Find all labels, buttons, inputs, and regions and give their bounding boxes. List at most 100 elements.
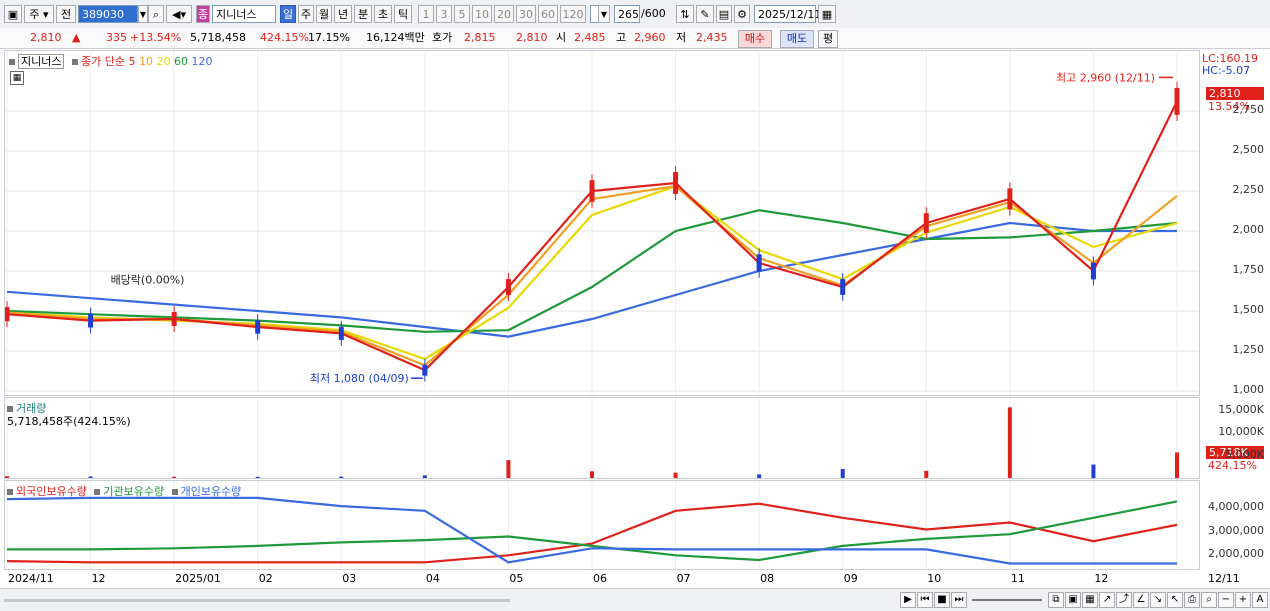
volume-bar <box>1091 464 1096 478</box>
quote-label: 호가 <box>432 31 453 44</box>
candle-body <box>589 180 595 202</box>
draw-tool-icon[interactable]: ✎ <box>696 5 714 23</box>
market-select[interactable]: 주 ▾ <box>24 5 54 23</box>
dividend-annotation: 배당락(0.00%) <box>111 273 185 286</box>
period-second[interactable]: 초 <box>374 5 392 23</box>
period-week[interactable]: 주 <box>298 5 314 23</box>
legend-ma-title[interactable]: 종가 단순 <box>80 55 125 68</box>
x-tick-label: 08 <box>760 572 775 585</box>
legend-ma-120[interactable]: 120 <box>191 55 213 68</box>
legend-ma-5[interactable]: 5 <box>128 55 136 68</box>
scroll-right-icon[interactable]: ▶ <box>900 592 916 608</box>
interval-dropdown-icon[interactable]: ▼ <box>598 5 610 23</box>
zoom-out-icon[interactable]: − <box>1218 592 1234 608</box>
fast-forward-icon[interactable]: ⏭ <box>951 592 967 608</box>
legend-stock-name[interactable]: 지니너스 <box>18 54 65 69</box>
legend-ma-20[interactable]: 20 <box>156 55 171 68</box>
period-year[interactable]: 년 <box>334 5 352 23</box>
candle-body <box>255 320 261 334</box>
price-y-tick-label: 2,500 <box>1232 143 1265 156</box>
compare-icon[interactable]: ⧉ <box>1048 592 1064 608</box>
volume-bar <box>1007 407 1012 478</box>
legend-ma-10[interactable]: 10 <box>138 55 153 68</box>
x-tick-label: 05 <box>509 572 524 585</box>
screen-icon[interactable]: ▣ <box>1065 592 1081 608</box>
print-icon[interactable]: ⎙ <box>1184 592 1200 608</box>
cursor-icon[interactable]: ↖ <box>1167 592 1183 608</box>
period-minute[interactable]: 분 <box>354 5 372 23</box>
holdings-line <box>7 500 1178 562</box>
indicator-icon[interactable]: ⇅ <box>676 5 694 23</box>
search-icon[interactable]: ⌕ <box>148 5 164 23</box>
interval-1[interactable]: 1 <box>418 5 434 23</box>
settings-icon[interactable]: ⚙ <box>734 5 750 23</box>
save-icon[interactable]: ▤ <box>716 5 732 23</box>
zoom-in-icon[interactable]: + <box>1235 592 1251 608</box>
period-month[interactable]: 월 <box>316 5 332 23</box>
interval-120[interactable]: 120 <box>560 5 586 23</box>
horizontal-scrollbar[interactable] <box>4 599 510 602</box>
count-input[interactable]: 265 <box>614 5 640 23</box>
volume-bar <box>255 476 260 478</box>
volume-chart-svg <box>5 398 1179 478</box>
rewind-icon[interactable]: ⏮ <box>917 592 933 608</box>
interval-3[interactable]: 3 <box>436 5 452 23</box>
price-y-tick-label: 1,500 <box>1232 303 1265 316</box>
interval-60[interactable]: 60 <box>538 5 558 23</box>
volume-bar <box>924 470 929 478</box>
price-y-tick-label: 1,750 <box>1232 263 1265 276</box>
interval-5[interactable]: 5 <box>454 5 470 23</box>
average-button[interactable]: 평 <box>818 30 838 48</box>
volume-title-text[interactable]: 거래량 <box>16 402 47 415</box>
price-y-tick-label: 2,250 <box>1232 183 1265 196</box>
current-price: 2,810 <box>30 31 62 44</box>
grid-icon[interactable]: ▦ <box>1082 592 1098 608</box>
volume-bar <box>339 476 344 478</box>
volume-value: 5,718,458 <box>190 31 246 44</box>
arrow-tool-icon[interactable]: ↘ <box>1150 592 1166 608</box>
price-summary-bar: 2,810 ▲ 335 +13.54% 5,718,458 424.15% 17… <box>0 28 1270 49</box>
period-tick[interactable]: 틱 <box>394 5 412 23</box>
stock-name-field[interactable]: 지니너스 <box>212 5 276 23</box>
date-input[interactable]: 2025/12/11 <box>754 5 821 23</box>
sell-button[interactable]: 매도 <box>780 30 814 48</box>
prev-button[interactable]: 전 <box>56 5 76 23</box>
price-legend: 지니너스 종가 단순 5 10 20 60 120 <box>9 53 212 69</box>
candle-body <box>88 313 94 328</box>
volume-ratio: 424.15% <box>260 31 309 44</box>
legend-marker <box>7 489 13 495</box>
code-input[interactable]: 389030 <box>78 5 138 23</box>
table-icon[interactable]: ▦ <box>10 71 24 85</box>
trend-icon[interactable]: ⤴ <box>1116 592 1132 608</box>
legend-institution[interactable]: 기관보유수량 <box>103 485 165 498</box>
code-dropdown-icon[interactable]: ▼ <box>138 5 148 23</box>
calendar-icon[interactable]: ▦ <box>818 5 836 23</box>
zoom-slider[interactable] <box>972 599 1042 601</box>
legend-marker <box>71 59 78 65</box>
stop-icon[interactable]: ■ <box>934 592 950 608</box>
x-tick-label: 06 <box>593 572 607 585</box>
legend-ma-60[interactable]: 60 <box>173 55 188 68</box>
interval-20[interactable]: 20 <box>494 5 514 23</box>
bid-price: 2,810 <box>516 31 548 44</box>
interval-30[interactable]: 30 <box>516 5 536 23</box>
zoom-icon[interactable]: ⌕ <box>1201 592 1217 608</box>
low-annotation: 최저 1,080 (04/09) <box>310 372 409 385</box>
period-day[interactable]: 일 <box>280 5 296 23</box>
line-tool-icon[interactable]: ↗ <box>1099 592 1115 608</box>
high-price: 2,960 <box>634 31 666 44</box>
angle-icon[interactable]: ∠ <box>1133 592 1149 608</box>
legend-foreign[interactable]: 외국인보유수량 <box>16 485 87 498</box>
candle-body <box>171 312 177 326</box>
candle-body <box>840 279 846 295</box>
holdings-y-tick-label: 4,000,000 <box>1208 500 1264 514</box>
price-chart-svg: 최고 2,960 (12/11) 최저 1,080 (04/09) 배당락(0.00… <box>5 51 1199 395</box>
font-size-icon[interactable]: A <box>1252 592 1268 608</box>
layout-icon[interactable]: ▣ <box>4 5 22 23</box>
interval-10[interactable]: 10 <box>472 5 492 23</box>
speaker-icon[interactable]: ◀▾ <box>166 5 192 23</box>
buy-button[interactable]: 매수 <box>738 30 772 48</box>
legend-individual[interactable]: 개인보유수량 <box>180 485 242 498</box>
x-axis: 2024/11 12 2025/01 02 03 04 05 06 07 08 09 10 11 12 <box>4 571 1200 587</box>
holdings-legend: 외국인보유수량 기관보유수량 개인보유수량 <box>7 483 241 499</box>
